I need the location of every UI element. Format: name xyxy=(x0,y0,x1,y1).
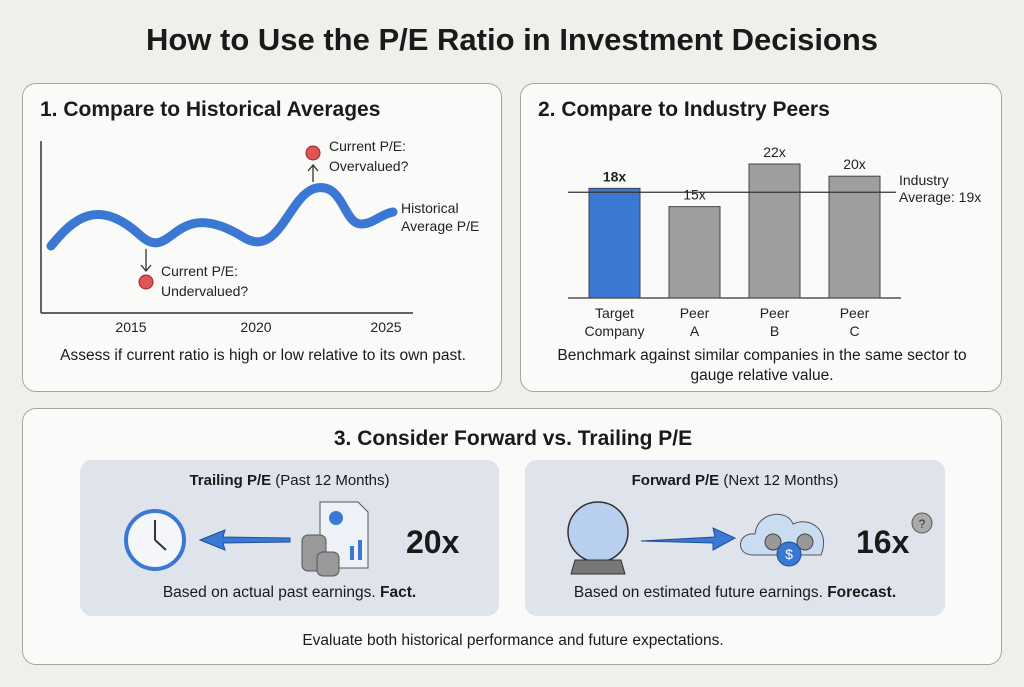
panel-peers: 2. Compare to Industry Peers Industry Av… xyxy=(520,83,1002,392)
panel-caption: Benchmark against similar companies in t… xyxy=(557,347,967,384)
category-label: A xyxy=(690,323,700,339)
bar-value-label: 15x xyxy=(683,187,706,203)
category-label: Peer xyxy=(840,305,870,321)
forward-period: (Next 12 Months) xyxy=(719,472,839,489)
forward-caption-bold: Forecast. xyxy=(827,584,897,601)
undervalued-label-1: Current P/E: xyxy=(161,263,238,279)
category-label: C xyxy=(849,323,859,339)
trailing-card: Trailing P/E (Past 12 Months) 20x Based … xyxy=(80,460,499,616)
bar-2 xyxy=(748,163,801,299)
report-coins-icon xyxy=(301,501,369,577)
svg-text:$: $ xyxy=(785,546,793,562)
overvalued-label-1: Current P/E: xyxy=(329,138,406,154)
forward-value: 16x xyxy=(856,524,910,560)
bar-value-label: 18x xyxy=(603,168,627,184)
category-label: Peer xyxy=(680,305,710,321)
bar-1 xyxy=(668,206,721,299)
category-label: B xyxy=(770,323,779,339)
trailing-caption: Based on actual past earnings. xyxy=(162,584,380,601)
cloud-money-icon: $ xyxy=(740,513,824,567)
overvalued-label-2: Overvalued? xyxy=(329,158,409,174)
overvalued-dot xyxy=(305,145,321,161)
clock-icon xyxy=(124,509,186,571)
question-bubble-icon: ? xyxy=(911,512,933,534)
crystal-ball-icon xyxy=(567,501,629,575)
panel-heading: 3. Consider Forward vs. Trailing P/E xyxy=(333,427,693,450)
trailing-caption-bold: Fact. xyxy=(379,584,417,601)
bar-value-label: 22x xyxy=(763,144,786,160)
year-tick: 2025 xyxy=(370,319,401,335)
category-label: Peer xyxy=(760,305,790,321)
trailing-value: 20x xyxy=(406,524,460,560)
arrow-right-icon xyxy=(640,527,737,551)
forward-card: Forward P/E (Next 12 Months) $ ? 16x Bas… xyxy=(525,460,945,616)
category-label: Target xyxy=(595,305,634,321)
year-tick: 2020 xyxy=(240,319,271,335)
avg-label-2: Average P/E xyxy=(401,218,479,234)
historical-chart: Current P/E: Overvalued? Current P/E: Un… xyxy=(40,138,479,335)
trailing-title: Trailing P/E xyxy=(189,472,272,489)
panel-forward-trailing: 3. Consider Forward vs. Trailing P/E Tra… xyxy=(22,408,1002,665)
svg-text:?: ? xyxy=(919,517,926,531)
undervalued-dot xyxy=(138,274,154,290)
panel-historical: 1. Compare to Historical Averages Curren… xyxy=(22,83,502,392)
avg-label-1: Historical xyxy=(401,200,459,216)
pe-wave-line xyxy=(46,183,398,251)
trailing-period: (Past 12 Months) xyxy=(271,472,390,489)
industry-avg-label-1: Industry xyxy=(899,172,949,188)
undervalued-label-2: Undervalued? xyxy=(161,283,248,299)
panel-caption: Assess if current ratio is high or low r… xyxy=(60,347,466,364)
bar-0 xyxy=(588,187,641,299)
peer-bar-chart: Industry Average: 19x 18x Target Company 15… xyxy=(568,144,981,339)
panel-footer: Evaluate both historical performance and… xyxy=(302,632,724,649)
panel-heading: 1. Compare to Historical Averages xyxy=(40,98,381,121)
forward-caption: Based on estimated future earnings. xyxy=(573,584,828,601)
year-tick: 2015 xyxy=(115,319,146,335)
industry-avg-label-2: Average: 19x xyxy=(899,189,981,205)
bar-3 xyxy=(828,175,881,299)
forward-title: Forward P/E xyxy=(631,472,720,489)
arrow-left-icon xyxy=(198,529,291,551)
panel-heading: 2. Compare to Industry Peers xyxy=(538,98,830,121)
bar-value-label: 20x xyxy=(843,156,866,172)
category-label: Company xyxy=(585,323,645,339)
page-title: How to Use the P/E Ratio in Investment D… xyxy=(145,22,879,57)
